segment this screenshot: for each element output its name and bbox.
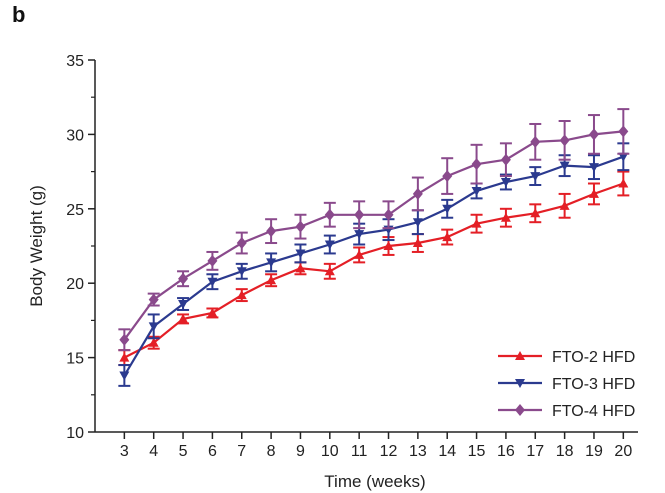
legend-marker <box>515 351 525 360</box>
data-point <box>530 135 541 148</box>
data-point <box>500 153 511 166</box>
data-point <box>207 254 218 267</box>
data-point <box>148 322 159 332</box>
legend-item-1: FTO-2 HFD <box>498 349 635 366</box>
data-point <box>471 186 482 196</box>
x-tick-label: 15 <box>468 443 486 460</box>
series-line <box>123 155 624 377</box>
x-tick-label: 18 <box>556 443 574 460</box>
legend: FTO-2 HFD FTO-3 HFD FTO-4 HFD <box>498 349 635 420</box>
data-point <box>354 249 365 259</box>
y-tick-label: 10 <box>66 425 84 442</box>
legend-label: FTO-3 HFD <box>552 376 635 393</box>
data-point <box>236 290 247 300</box>
data-point <box>530 172 541 182</box>
data-point <box>530 208 541 218</box>
series-3 <box>118 108 630 352</box>
data-point <box>588 163 599 173</box>
legend-item-2: FTO-3 HFD <box>498 376 635 393</box>
data-point <box>442 204 453 214</box>
x-tick-label: 3 <box>120 443 129 460</box>
data-point <box>354 230 365 240</box>
x-tick-label: 10 <box>321 443 339 460</box>
series-2 <box>118 142 630 387</box>
data-point <box>236 237 247 250</box>
legend-label: FTO-4 HFD <box>552 403 635 420</box>
data-point <box>295 249 306 259</box>
data-point <box>412 187 423 200</box>
x-tick-label: 8 <box>267 443 276 460</box>
data-point <box>207 277 218 287</box>
data-point <box>148 337 159 347</box>
data-point <box>442 232 453 242</box>
legend-marker <box>515 404 525 416</box>
data-point <box>588 128 599 141</box>
data-point <box>266 258 277 268</box>
y-tick-label: 25 <box>66 202 84 219</box>
legend-marker <box>515 379 525 388</box>
x-axis-label: Time (weeks) <box>324 472 425 491</box>
x-tick-label: 17 <box>526 443 544 460</box>
data-point <box>178 313 189 323</box>
data-point <box>354 208 365 221</box>
data-point <box>412 218 423 228</box>
data-point <box>500 212 511 222</box>
data-point <box>119 352 130 362</box>
data-point <box>119 371 130 381</box>
axes: 10 15 20 25 30 35 3 4 5 6 7 8 9 10 11 12 13 14 15 16 17 18 19 2… <box>66 53 638 460</box>
y-tick-label: 15 <box>66 351 84 368</box>
y-tick-label: 30 <box>66 127 84 144</box>
panel-label: b <box>12 2 26 27</box>
y-axis-label: Body Weight (g) <box>27 185 46 307</box>
y-tick-label: 35 <box>66 53 84 70</box>
x-tick-label: 6 <box>208 443 217 460</box>
data-point <box>295 263 306 273</box>
data-point <box>324 240 335 250</box>
data-point <box>588 188 599 198</box>
data-point <box>207 307 218 317</box>
data-point <box>442 170 453 183</box>
legend-item-3: FTO-4 HFD <box>498 403 635 420</box>
x-tick-label: 4 <box>149 443 158 460</box>
data-point <box>178 272 189 285</box>
data-point <box>295 220 306 233</box>
data-point <box>500 178 511 188</box>
data-point <box>119 333 130 346</box>
x-tick-label: 20 <box>614 443 632 460</box>
x-tick-label: 16 <box>497 443 515 460</box>
data-point <box>618 125 629 138</box>
data-point <box>178 300 189 310</box>
x-tick-label: 13 <box>409 443 427 460</box>
x-tick-label: 12 <box>380 443 398 460</box>
data-point <box>324 266 335 276</box>
data-point <box>324 208 335 221</box>
data-point <box>559 161 570 171</box>
data-point <box>236 267 247 277</box>
data-point <box>559 134 570 147</box>
x-tick-label: 5 <box>179 443 188 460</box>
series-line <box>123 182 624 359</box>
plot-series <box>118 108 630 387</box>
data-point <box>471 158 482 171</box>
data-point <box>383 208 394 221</box>
data-point <box>148 293 159 306</box>
x-tick-label: 7 <box>237 443 246 460</box>
series-line <box>123 130 624 341</box>
series-1 <box>118 170 630 367</box>
data-point <box>266 225 277 238</box>
data-point <box>412 238 423 248</box>
x-tick-label: 14 <box>438 443 456 460</box>
data-point <box>383 241 394 250</box>
data-point <box>559 200 570 210</box>
data-point <box>618 152 629 162</box>
y-tick-label: 20 <box>66 276 84 293</box>
x-tick-label: 19 <box>585 443 603 460</box>
data-point <box>266 275 277 285</box>
legend-label: FTO-2 HFD <box>552 349 635 366</box>
x-tick-label: 9 <box>296 443 305 460</box>
data-point <box>618 178 629 188</box>
data-point <box>471 218 482 228</box>
x-tick-label: 11 <box>351 443 368 460</box>
